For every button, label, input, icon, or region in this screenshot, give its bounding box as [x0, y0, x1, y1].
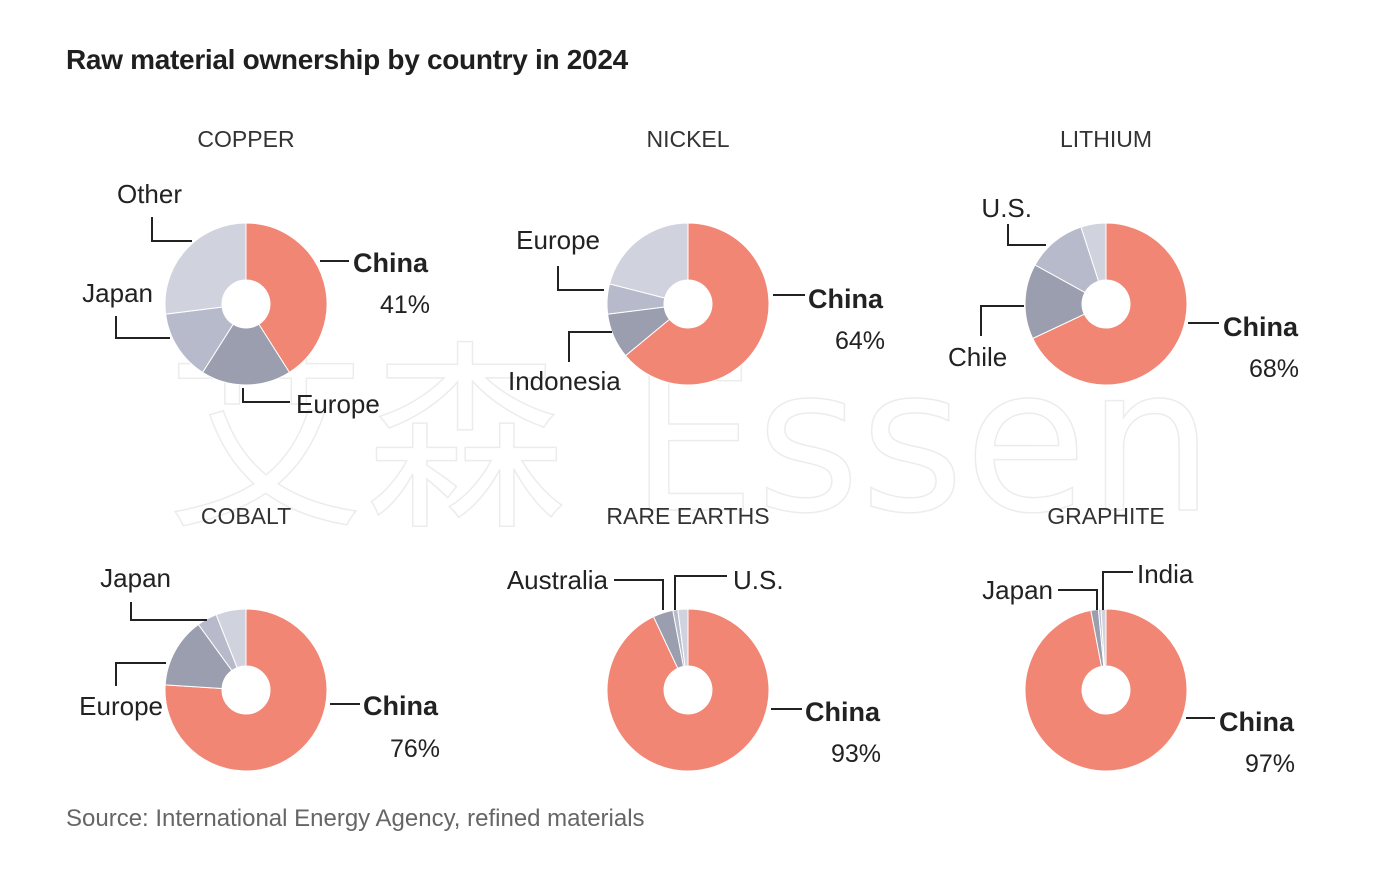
- series-label-rare-earths-u-s: U.S.: [733, 565, 784, 595]
- series-label-copper-europe: Europe: [296, 389, 380, 419]
- series-label-lithium-u-s: U.S.: [981, 193, 1032, 223]
- leader-line-copper-other: [151, 217, 192, 242]
- slice-graphite-china: [1024, 608, 1188, 772]
- leader-line-nickel-europe: [557, 266, 604, 291]
- slice-lithium-china: [1032, 222, 1188, 386]
- series-label-cobalt-china: China: [363, 691, 439, 721]
- slice-rare-earths-china: [606, 608, 770, 772]
- slice-cobalt-unlabeled: [215, 608, 247, 669]
- series-label-copper-japan: Japan: [82, 278, 153, 308]
- series-label-nickel-europe: Europe: [516, 225, 600, 255]
- donut-chart-graphite: GRAPHITE China 97% Japan India: [982, 503, 1295, 778]
- slice-nickel-unlabeled: [608, 222, 689, 299]
- slice-rare-earths-u-s: [677, 608, 689, 667]
- source-note: Source: International Energy Agency, ref…: [66, 805, 645, 832]
- slice-copper-other: [164, 222, 247, 315]
- series-label-graphite-japan: Japan: [982, 575, 1053, 605]
- chart-title-graphite: GRAPHITE: [1047, 503, 1165, 529]
- series-label-nickel-china: China: [808, 284, 884, 314]
- value-label-cobalt-china: 76%: [390, 735, 440, 763]
- leader-line-cobalt-japan: [130, 602, 207, 621]
- chart-title-copper: COPPER: [197, 126, 294, 152]
- series-label-cobalt-europe: Europe: [79, 691, 163, 721]
- leader-line-lithium-u-s: [1007, 224, 1046, 246]
- series-label-lithium-china: China: [1223, 312, 1299, 342]
- chart-title-rare-earths: RARE EARTHS: [606, 503, 769, 529]
- value-label-lithium-china: 68%: [1249, 355, 1299, 383]
- leader-line-cobalt-europe: [115, 662, 166, 686]
- leader-line-rare-earths-u-s: [674, 575, 727, 610]
- series-label-rare-earths-china: China: [805, 697, 881, 727]
- leader-line-copper-japan: [115, 316, 170, 339]
- value-label-rare-earths-china: 93%: [831, 740, 881, 768]
- series-label-nickel-indonesia: Indonesia: [508, 366, 621, 396]
- value-label-graphite-china: 97%: [1245, 750, 1295, 778]
- series-label-graphite-india: India: [1137, 559, 1194, 589]
- series-label-lithium-chile: Chile: [948, 342, 1007, 372]
- series-label-graphite-china: China: [1219, 707, 1295, 737]
- leader-line-graphite-japan: [1058, 589, 1098, 610]
- slice-copper-europe: [201, 323, 291, 386]
- value-label-nickel-china: 64%: [835, 327, 885, 355]
- donut-chart-rare-earths: RARE EARTHS China 93% Australia U.S.: [507, 503, 881, 772]
- leader-line-nickel-indonesia: [568, 331, 612, 362]
- donut-chart-nickel: NICKEL China 64% Indonesia Europe: [508, 126, 885, 396]
- series-label-copper-china: China: [353, 248, 429, 278]
- donut-chart-lithium: LITHIUM China 68% Chile U.S.: [948, 126, 1299, 386]
- series-label-cobalt-japan: Japan: [100, 563, 171, 593]
- donut-chart-cobalt: COBALT China 76% Europe Japan: [79, 503, 440, 772]
- leader-line-rare-earths-australia: [614, 579, 664, 610]
- chart-title-lithium: LITHIUM: [1060, 126, 1152, 152]
- chart-title-nickel: NICKEL: [646, 126, 729, 152]
- page-title: Raw material ownership by country in 202…: [66, 44, 628, 75]
- series-label-rare-earths-australia: Australia: [507, 565, 609, 595]
- series-label-copper-other: Other: [117, 179, 182, 209]
- slice-lithium-chile: [1024, 264, 1086, 340]
- slice-cobalt-china: [164, 608, 328, 772]
- leader-line-graphite-india: [1102, 571, 1133, 610]
- chart-title-cobalt: COBALT: [201, 503, 291, 529]
- slice-nickel-china: [624, 222, 770, 386]
- donut-chart-copper: COPPER China 41% Europe Japan Other: [82, 126, 430, 419]
- leader-line-lithium-chile: [980, 305, 1024, 336]
- slice-lithium-unlabeled: [1080, 222, 1107, 282]
- value-label-copper-china: 41%: [380, 291, 430, 319]
- leader-line-copper-europe: [242, 388, 290, 403]
